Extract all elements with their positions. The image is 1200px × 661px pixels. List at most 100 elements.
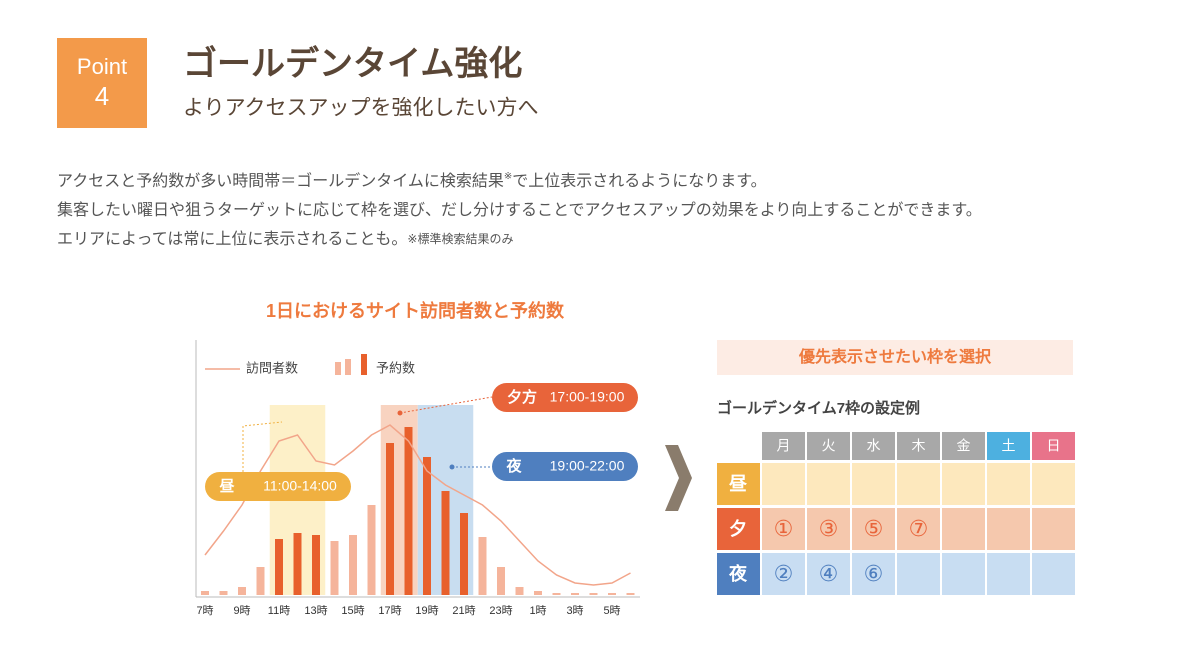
cell-text: ④ <box>819 561 839 586</box>
point-badge <box>57 38 147 128</box>
cell <box>942 553 985 595</box>
cell-text: ② <box>774 561 794 586</box>
bar <box>423 457 431 595</box>
cell <box>852 508 895 550</box>
band-name: 昼 <box>219 478 234 495</box>
cell <box>987 508 1030 550</box>
bar <box>219 591 228 595</box>
bar <box>626 593 635 595</box>
legend-label: 予約数 <box>376 360 415 375</box>
cell-text: ① <box>774 516 794 541</box>
band-name: 夕方 <box>507 388 537 406</box>
body-line: アクセスと予約数が多い時間帯＝ゴールデンタイムに検索結果※で上位表示されるように… <box>57 171 767 191</box>
cell-text: ⑦ <box>909 516 929 541</box>
bar <box>201 591 209 595</box>
cell <box>1032 508 1075 550</box>
x-tick-label: 19時 <box>415 604 438 617</box>
cell <box>807 508 850 550</box>
body-line: 集客したい曜日や狙うターゲットに応じて枠を選び、だし分けすることでアクセスアップ… <box>57 201 982 219</box>
x-tick-label: 7時 <box>196 604 213 617</box>
schedule-heading: 優先表示させたい枠を選択 <box>798 347 992 366</box>
cell <box>942 508 985 550</box>
bar <box>367 505 376 595</box>
cell <box>897 463 940 505</box>
x-tick-label: 9時 <box>233 604 250 617</box>
arrow <box>665 445 692 511</box>
cell <box>987 463 1030 505</box>
cell <box>762 553 805 595</box>
body-line: エリアによっては常に上位に表示されることも。※標準検索結果のみ <box>57 230 513 248</box>
schedule-table: 月 火 水 木 金 土 日昼夕 ① ③ ⑤ ⑦ 夜 ② ④ ⑥ <box>717 432 1075 595</box>
day-header <box>942 432 985 460</box>
text: エリアによっては常に上位に表示されることも。 <box>57 230 407 248</box>
text: で上位表示されるようになります。 <box>512 172 766 190</box>
badge-number: 4 <box>95 81 109 111</box>
cell <box>807 463 850 505</box>
band-time: 17:00-19:00 <box>550 389 625 405</box>
row-label: 昼 <box>729 474 747 494</box>
chart-title: 1日におけるサイト訪問者数と予約数 <box>266 300 565 321</box>
cell <box>942 463 985 505</box>
day-label: 日 <box>1047 438 1061 454</box>
x-tick-label: 1時 <box>529 604 546 617</box>
bar <box>275 539 283 595</box>
bar <box>478 537 487 595</box>
leader <box>399 396 493 414</box>
text: アクセスと予約数が多い時間帯＝ゴールデンタイムに検索結果 <box>57 171 504 190</box>
cell <box>852 553 895 595</box>
bar <box>552 593 561 595</box>
bar <box>349 535 357 595</box>
line <box>204 424 631 586</box>
day-header <box>762 432 805 460</box>
band-label-pill <box>492 383 638 412</box>
cell <box>762 463 805 505</box>
cell-text: ③ <box>819 516 839 541</box>
x-tick-label: 11時 <box>268 604 290 617</box>
bar <box>608 593 616 595</box>
day-label: 水 <box>867 438 881 454</box>
cell <box>807 553 850 595</box>
legend-bar <box>345 359 351 375</box>
cell-text: ⑤ <box>864 516 884 541</box>
row-label-cell <box>717 508 760 550</box>
note-mark: ※ <box>504 171 512 182</box>
x-tick-label: 3時 <box>566 604 583 617</box>
day-label: 月 <box>777 438 791 454</box>
day-header <box>987 432 1030 460</box>
band-label-pill <box>205 472 351 501</box>
bar <box>256 567 265 595</box>
band-time: 19:00-22:00 <box>550 458 625 474</box>
x-tick-label: 13時 <box>304 604 327 617</box>
row-label-cell <box>717 463 760 505</box>
subtitle: よりアクセスアップを強化したい方へ <box>183 97 539 120</box>
bar <box>312 535 320 595</box>
bar <box>460 513 468 595</box>
leader-dot <box>397 410 403 416</box>
note: ※標準検索結果のみ <box>407 231 513 246</box>
badge-label: Point <box>77 54 127 79</box>
day-label: 土 <box>1002 438 1016 454</box>
band-label-pill <box>492 452 638 481</box>
title: ゴールデンタイム強化 <box>183 44 522 83</box>
band-name: 夜 <box>505 457 522 475</box>
bar <box>534 591 542 595</box>
day-header <box>807 432 850 460</box>
row-label: 夜 <box>728 563 748 584</box>
cell <box>852 463 895 505</box>
cell <box>987 553 1030 595</box>
bar <box>386 443 394 595</box>
cell <box>1032 463 1075 505</box>
cell <box>897 508 940 550</box>
day-header <box>852 432 895 460</box>
cell <box>762 508 805 550</box>
bar <box>571 593 579 595</box>
day-label: 火 <box>822 438 836 454</box>
cell <box>897 553 940 595</box>
legend-bar <box>335 362 341 375</box>
bar <box>589 593 598 595</box>
heading-box <box>717 340 1073 375</box>
x-tick-label: 5時 <box>603 604 620 617</box>
